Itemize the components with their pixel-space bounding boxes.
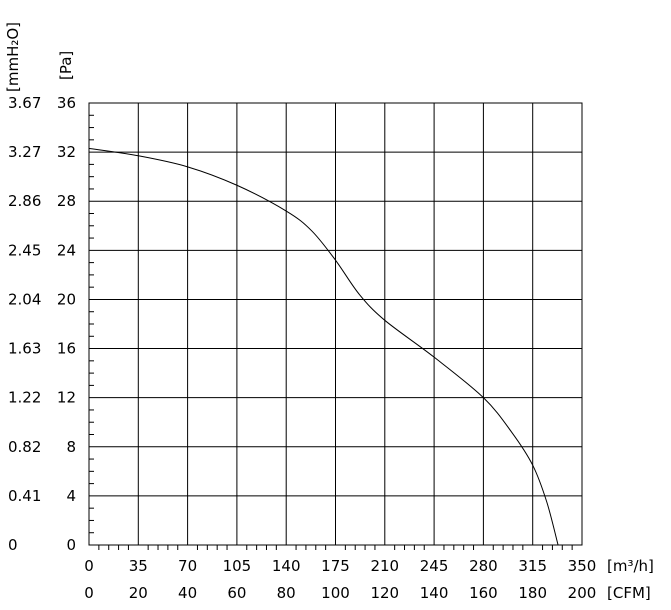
minor-ticks	[89, 114, 573, 550]
x-tick-label-cfm: 120	[370, 584, 399, 602]
y-tick-label-mmh2o: 3.67	[8, 94, 41, 112]
y-tick-label-mmh2o: 2.04	[8, 290, 41, 308]
x-tick-label-m3h: 70	[178, 557, 197, 575]
x-tick-label-m3h: 105	[223, 557, 252, 575]
x-tick-label-m3h: 175	[321, 557, 350, 575]
y-tick-label-pa: 12	[57, 389, 76, 407]
y-tick-label-pa: 36	[57, 94, 76, 112]
x-tick-label-cfm: 140	[420, 584, 449, 602]
x-tick-label-m3h: 140	[272, 557, 301, 575]
y-tick-label-mmh2o: 1.63	[8, 340, 41, 358]
y-tick-label-mmh2o: 0.82	[8, 438, 41, 456]
x-tick-label-cfm: 80	[277, 584, 296, 602]
x-tick-label-cfm: 0	[84, 584, 94, 602]
x-tick-label-m3h: 210	[370, 557, 399, 575]
y-tick-label-mmh2o: 3.27	[8, 143, 41, 161]
y-tick-label-pa: 4	[66, 487, 76, 505]
y-tick-label-mmh2o: 0	[8, 536, 18, 554]
y-tick-label-pa: 24	[57, 241, 76, 259]
y-axis-mmh2o-unit: [mmH₂O]	[4, 22, 22, 92]
y-tick-label-pa: 16	[57, 340, 76, 358]
y-axis-pa-unit: [Pa]	[57, 51, 75, 80]
x-axis-cfm-unit: [CFM]	[607, 584, 651, 602]
grid	[88, 102, 583, 546]
x-tick-label-cfm: 100	[321, 584, 350, 602]
y-tick-label-pa: 0	[66, 536, 76, 554]
y-tick-label-pa: 28	[57, 192, 76, 210]
x-tick-label-m3h: 0	[84, 557, 94, 575]
x-tick-label-cfm: 20	[129, 584, 148, 602]
y-tick-label-pa: 32	[57, 143, 76, 161]
x-tick-label-cfm: 160	[469, 584, 498, 602]
x-tick-label-cfm: 180	[518, 584, 547, 602]
x-axis-m3h-unit: [m³/h]	[607, 557, 654, 575]
x-tick-label-cfm: 200	[568, 584, 597, 602]
y-tick-label-pa: 8	[66, 438, 76, 456]
performance-curve	[88, 147, 559, 546]
x-tick-label-cfm: 60	[227, 584, 246, 602]
y-tick-label-mmh2o: 0.41	[8, 487, 41, 505]
x-tick-label-m3h: 280	[469, 557, 498, 575]
curve-layer	[88, 147, 559, 546]
y-tick-label-mmh2o: 2.86	[8, 192, 41, 210]
y-tick-label-mmh2o: 1.22	[8, 389, 41, 407]
y-tick-label-pa: 20	[57, 290, 76, 308]
x-tick-label-m3h: 245	[420, 557, 449, 575]
y-tick-label-mmh2o: 2.45	[8, 241, 41, 259]
x-tick-label-m3h: 315	[518, 557, 547, 575]
x-tick-label-m3h: 35	[129, 557, 148, 575]
x-tick-label-m3h: 350	[568, 557, 597, 575]
x-tick-label-cfm: 40	[178, 584, 197, 602]
